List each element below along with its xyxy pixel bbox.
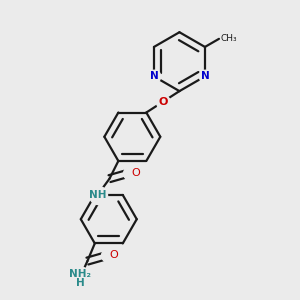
Text: N: N <box>201 71 209 81</box>
Text: CH₃: CH₃ <box>220 34 237 43</box>
Text: NH₂: NH₂ <box>69 269 91 279</box>
Text: NH: NH <box>89 190 106 200</box>
Text: O: O <box>132 168 140 178</box>
Text: O: O <box>110 250 118 260</box>
Text: O: O <box>158 97 168 107</box>
Text: H: H <box>76 278 84 288</box>
Text: N: N <box>150 71 158 81</box>
